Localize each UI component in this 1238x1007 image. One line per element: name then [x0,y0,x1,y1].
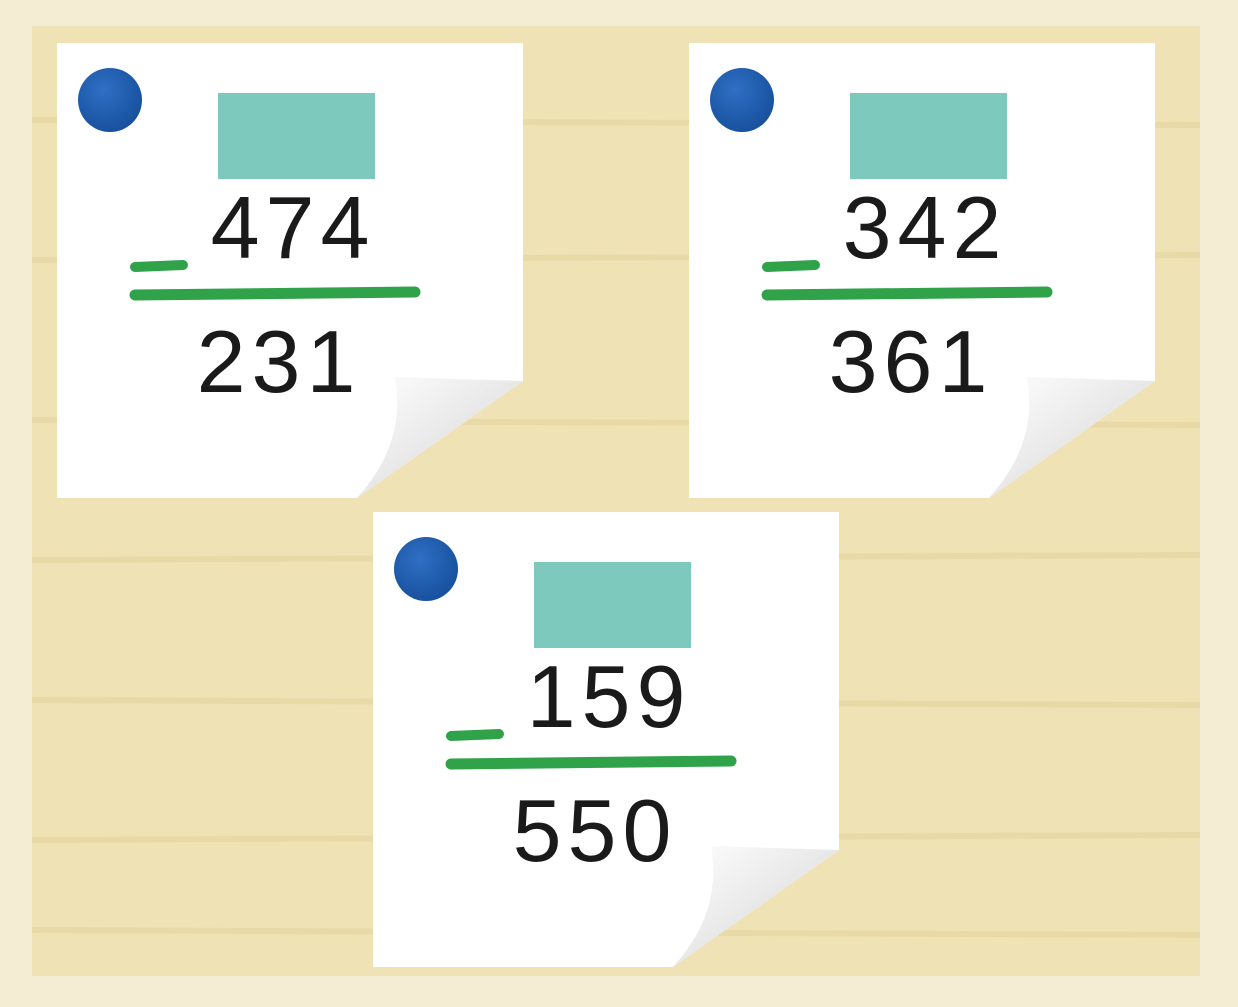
pin [710,68,774,132]
minuend: 159 [527,647,692,746]
minus-sign [451,734,499,736]
answer-box [218,93,375,179]
result-line [451,761,731,764]
result: 231 [197,312,362,411]
minuend: 474 [211,178,376,277]
minus-sign [135,265,183,267]
board: 474231342361159550 [0,0,1238,1007]
result: 550 [513,781,678,880]
answer-box [850,93,1007,179]
result-line [135,292,415,295]
result: 361 [829,312,994,411]
minuend: 342 [843,178,1008,277]
pin [78,68,142,132]
answer-box [534,562,691,648]
pin [394,537,458,601]
minus-sign [767,265,815,267]
result-line [767,292,1047,295]
page: 474231342361159550 (() => { const data =… [0,0,1238,1007]
